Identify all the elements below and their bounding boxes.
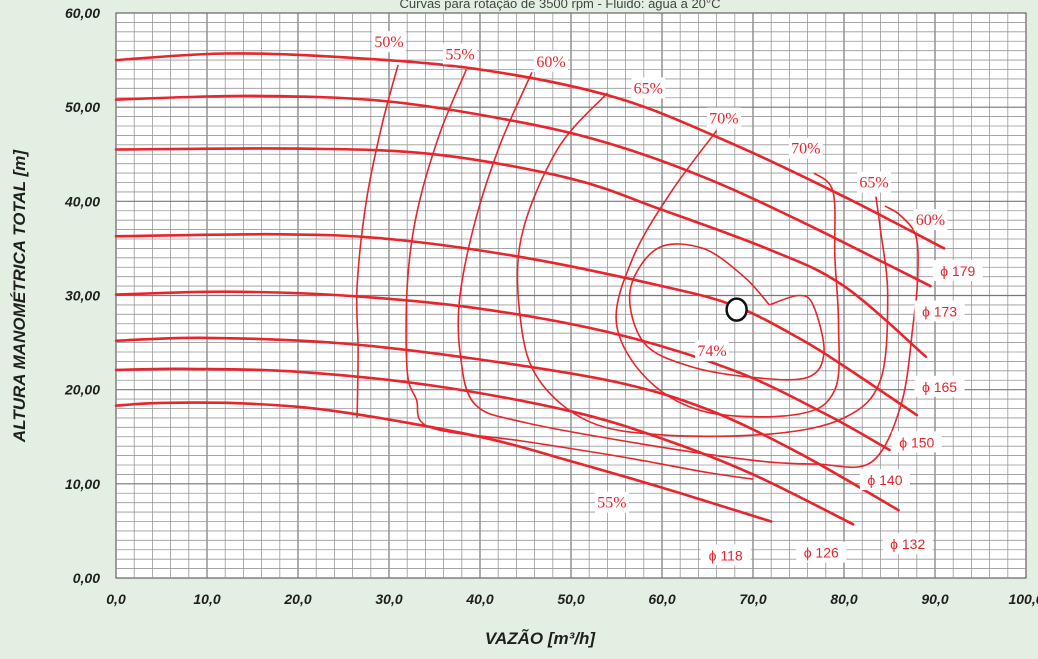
efficiency-curve-70pct bbox=[615, 130, 841, 418]
label-text: ϕ 126 bbox=[804, 545, 839, 561]
label-box bbox=[859, 469, 910, 491]
label-text: 50% bbox=[374, 34, 403, 51]
efficiency-curves bbox=[355, 64, 919, 480]
label-text: 65% bbox=[859, 175, 888, 192]
efficiency-label: 65% bbox=[857, 171, 891, 193]
diameter-label: ϕ 140 bbox=[859, 469, 910, 491]
x-tick-label: 30,0 bbox=[375, 591, 402, 607]
label-box bbox=[595, 491, 629, 513]
label-text: 70% bbox=[709, 110, 738, 127]
label-box bbox=[796, 541, 847, 563]
impeller-curve bbox=[114, 290, 891, 452]
efficiency-curve-60pct bbox=[457, 71, 919, 469]
y-tick-label: 20,00 bbox=[64, 382, 100, 398]
label-text: 55% bbox=[597, 495, 626, 512]
impeller-curve bbox=[114, 147, 928, 358]
label-box bbox=[700, 544, 751, 566]
efficiency-label: 50% bbox=[372, 31, 406, 53]
diameter-label: ϕ 173 bbox=[914, 300, 965, 322]
label-text: ϕ 118 bbox=[709, 547, 743, 563]
efficiency-label: 70% bbox=[706, 107, 741, 129]
operating-point bbox=[725, 297, 748, 322]
x-tick-label: 50,0 bbox=[557, 591, 584, 607]
x-tick-label: 10,0 bbox=[193, 591, 220, 607]
label-text: ϕ 165 bbox=[922, 379, 957, 395]
efficiency-curve-65pct bbox=[516, 92, 889, 438]
efficiency-label: 60% bbox=[534, 50, 568, 72]
y-tick-label: 50,00 bbox=[65, 99, 100, 115]
x-tick-label: 20,0 bbox=[283, 591, 311, 607]
impeller-curve bbox=[114, 52, 946, 250]
y-tick-label: 0,00 bbox=[73, 570, 100, 586]
x-tick-label: 100,0 bbox=[1008, 591, 1038, 607]
efficiency-label: 70% bbox=[788, 137, 823, 159]
label-box bbox=[932, 260, 983, 282]
x-tick-labels: 0,0 10,0 20,0 30,0 40,0 50,0 60,0 70,0 80,0 90,0 1… bbox=[106, 591, 1038, 607]
label-box bbox=[695, 340, 729, 362]
y-tick-label: 40,00 bbox=[64, 193, 100, 209]
label-box bbox=[913, 209, 948, 231]
impeller-curve bbox=[114, 367, 855, 526]
x-tick-label: 90,0 bbox=[921, 591, 948, 607]
label-box bbox=[857, 171, 891, 193]
efficiency-curve-50pct bbox=[355, 64, 399, 418]
grid bbox=[116, 13, 1026, 578]
y-tick-label: 30,00 bbox=[65, 288, 100, 304]
diameter-label: ϕ 179 bbox=[932, 260, 983, 282]
operating-point-marker bbox=[725, 297, 748, 322]
efficiency-label: 55% bbox=[595, 491, 629, 513]
x-tick-label: 60,0 bbox=[648, 591, 675, 607]
impeller-curve bbox=[114, 401, 773, 523]
label-text: 55% bbox=[445, 46, 474, 63]
diameter-label: ϕ 132 bbox=[882, 533, 933, 555]
label-box bbox=[914, 300, 965, 322]
label-text: ϕ 132 bbox=[890, 536, 925, 552]
label-text: 70% bbox=[791, 141, 820, 158]
label-box bbox=[706, 107, 741, 129]
label-text: 60% bbox=[536, 54, 565, 71]
diameter-label: ϕ 150 bbox=[891, 431, 942, 453]
label-text: 65% bbox=[634, 80, 663, 97]
efficiency-curve-74pct bbox=[628, 243, 825, 381]
label-text: ϕ 179 bbox=[940, 263, 975, 279]
chart-title: Curvas para rotação de 3500 rpm - Fluido… bbox=[400, 0, 721, 11]
y-tick-label: 60,00 bbox=[65, 5, 100, 21]
label-box bbox=[914, 375, 965, 397]
label-text: 74% bbox=[697, 343, 726, 360]
y-tick-label: 10,00 bbox=[65, 476, 100, 492]
label-box bbox=[534, 50, 568, 72]
impeller-curves bbox=[114, 52, 946, 526]
label-box bbox=[788, 137, 823, 159]
label-box bbox=[631, 77, 666, 99]
label-box bbox=[891, 431, 942, 453]
impeller-curve bbox=[114, 94, 932, 288]
efficiency-label: 65% bbox=[631, 77, 666, 99]
curve-labels: 50% 55% 60% 65% 70% 70% 65% 60% 74% 55% ϕ 179 ϕ 173… bbox=[372, 31, 983, 566]
x-axis-title: VAZÃO [m³/h] bbox=[485, 628, 597, 648]
diameter-label: ϕ 118 bbox=[700, 544, 751, 566]
impeller-curve bbox=[114, 232, 919, 417]
label-box bbox=[372, 31, 406, 53]
label-text: ϕ 173 bbox=[922, 304, 957, 320]
x-tick-label: 70,0 bbox=[739, 591, 766, 607]
y-tick-labels: 0,00 10,00 20,00 30,00 40,00 50,00 60,00 bbox=[64, 5, 100, 586]
impeller-curve bbox=[114, 336, 900, 512]
diameter-label: ϕ 126 bbox=[796, 541, 847, 563]
label-box bbox=[443, 43, 477, 65]
x-tick-label: 40,0 bbox=[465, 591, 493, 607]
label-text: ϕ 140 bbox=[867, 472, 902, 488]
label-text: ϕ 150 bbox=[899, 434, 934, 450]
x-tick-label: 80,0 bbox=[830, 591, 857, 607]
label-box bbox=[882, 533, 933, 555]
efficiency-label: 74% bbox=[695, 340, 729, 362]
diameter-label: ϕ 165 bbox=[914, 375, 965, 397]
efficiency-label: 60% bbox=[913, 209, 948, 231]
label-text: 60% bbox=[916, 212, 945, 229]
x-tick-label: 0,0 bbox=[106, 591, 126, 607]
y-axis-title: ALTURA MANOMÉTRICA TOTAL [m] bbox=[10, 149, 29, 443]
efficiency-label: 55% bbox=[443, 43, 477, 65]
efficiency-curve-55pct bbox=[405, 69, 754, 480]
